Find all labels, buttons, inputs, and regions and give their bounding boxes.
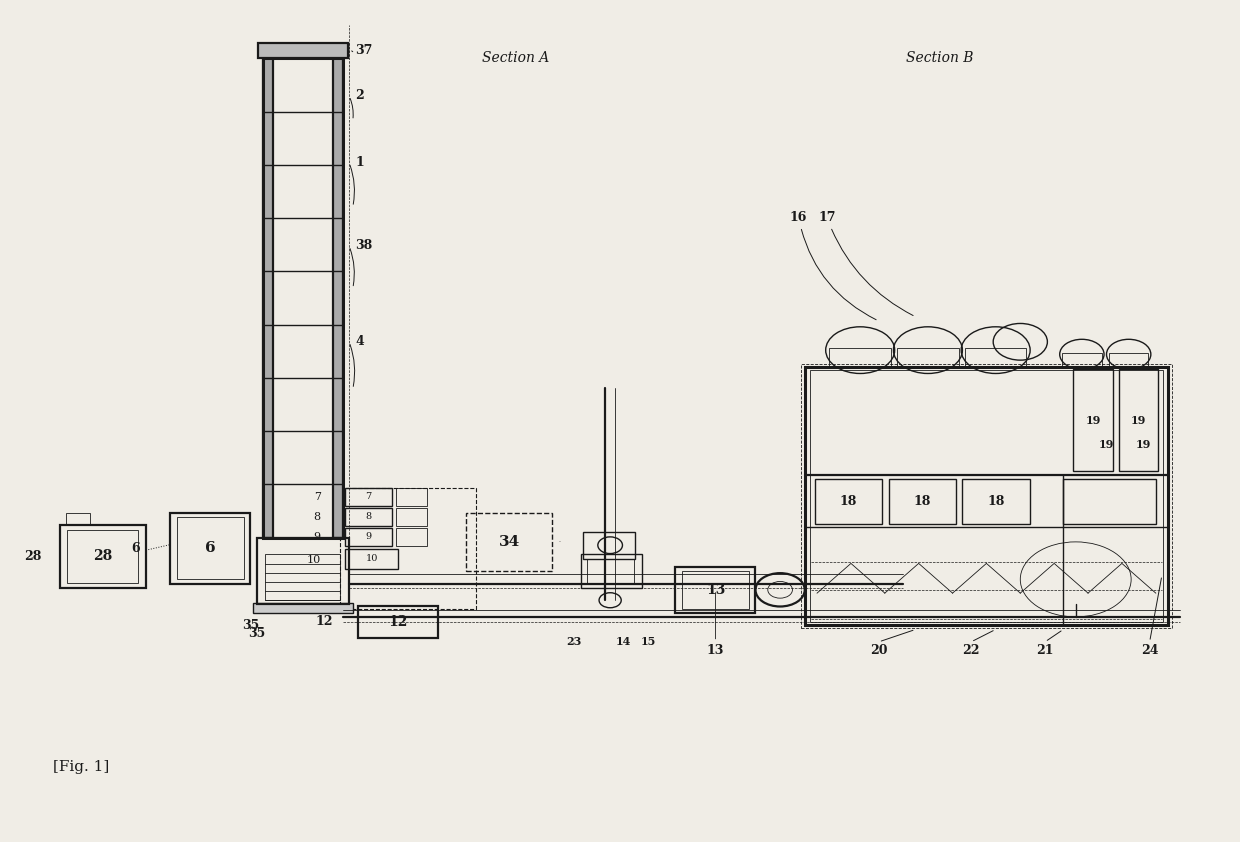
Bar: [682, 571, 749, 609]
Bar: [1063, 354, 1101, 367]
Bar: [258, 43, 347, 58]
Text: 37: 37: [355, 44, 372, 56]
Text: [Fig. 1]: [Fig. 1]: [53, 760, 109, 774]
Bar: [341, 488, 476, 609]
Bar: [583, 532, 635, 558]
Bar: [345, 488, 392, 506]
Text: 28: 28: [24, 550, 41, 563]
Bar: [265, 554, 341, 600]
Text: 10: 10: [366, 555, 378, 563]
Text: 34: 34: [558, 541, 560, 542]
Bar: [1109, 354, 1148, 367]
Bar: [263, 58, 273, 538]
Text: 18: 18: [839, 495, 857, 508]
Text: 9: 9: [314, 532, 321, 542]
Text: 24: 24: [1141, 644, 1158, 657]
Bar: [1074, 370, 1112, 472]
Text: 13: 13: [706, 583, 725, 597]
Bar: [889, 479, 956, 524]
Bar: [396, 528, 427, 546]
Bar: [345, 528, 392, 546]
Bar: [60, 525, 146, 588]
Text: 8: 8: [314, 512, 321, 522]
Bar: [257, 538, 348, 605]
Text: 8: 8: [366, 513, 372, 521]
Bar: [587, 558, 634, 584]
Bar: [345, 508, 392, 526]
Text: 12: 12: [388, 615, 408, 629]
Text: 14: 14: [616, 637, 631, 647]
Text: 18: 18: [914, 495, 931, 508]
Text: 13: 13: [707, 593, 724, 658]
Text: 4: 4: [355, 335, 365, 349]
Text: 6: 6: [131, 541, 140, 555]
Text: 22: 22: [962, 644, 980, 657]
Text: Section B: Section B: [906, 51, 973, 66]
Text: 35: 35: [242, 619, 259, 632]
Bar: [345, 548, 398, 569]
Text: 2: 2: [355, 89, 365, 103]
Bar: [801, 365, 1172, 628]
Text: 15: 15: [641, 637, 656, 647]
Bar: [263, 58, 343, 538]
Text: 23: 23: [567, 637, 582, 647]
Bar: [396, 508, 427, 526]
Text: 19: 19: [1099, 439, 1115, 450]
Bar: [67, 530, 139, 583]
Text: 19: 19: [1085, 415, 1101, 426]
Text: 10: 10: [306, 555, 321, 565]
Text: 21: 21: [1037, 644, 1054, 657]
Text: 17: 17: [818, 210, 913, 316]
Text: Section A: Section A: [481, 51, 549, 66]
Bar: [396, 488, 427, 506]
Text: 19: 19: [1136, 439, 1151, 450]
Text: 34: 34: [498, 535, 520, 549]
Bar: [176, 517, 244, 579]
Text: 7: 7: [314, 492, 321, 502]
Text: 12: 12: [315, 616, 334, 628]
Text: 16: 16: [790, 210, 877, 320]
Text: 7: 7: [366, 493, 372, 501]
Bar: [815, 479, 883, 524]
Bar: [357, 606, 438, 637]
Text: 19: 19: [1131, 415, 1146, 426]
Text: 1: 1: [355, 156, 365, 169]
Text: 18: 18: [987, 495, 1004, 508]
Bar: [805, 367, 1168, 626]
Bar: [962, 479, 1030, 524]
Bar: [1064, 479, 1156, 524]
Text: 38: 38: [355, 239, 372, 253]
Bar: [1118, 370, 1158, 472]
Bar: [676, 567, 755, 613]
Bar: [66, 513, 91, 525]
Bar: [897, 349, 959, 367]
Bar: [253, 603, 352, 613]
Bar: [580, 554, 642, 588]
Text: 20: 20: [870, 644, 888, 657]
Bar: [830, 349, 892, 367]
Text: 35: 35: [248, 627, 265, 640]
Text: 6: 6: [205, 541, 216, 555]
Text: 28: 28: [93, 550, 113, 563]
Bar: [466, 513, 552, 571]
Bar: [170, 513, 250, 584]
Bar: [810, 370, 1163, 622]
Text: 9: 9: [366, 532, 372, 541]
Bar: [334, 58, 343, 538]
Bar: [965, 349, 1027, 367]
